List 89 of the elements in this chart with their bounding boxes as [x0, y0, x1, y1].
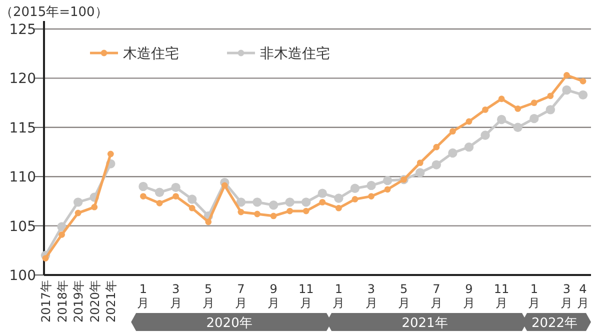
point [42, 255, 49, 262]
point [416, 160, 424, 166]
legend-label: 木造住宅 [123, 46, 179, 62]
point [513, 122, 522, 132]
x-tick-label: 1月 [137, 282, 150, 310]
point [318, 188, 327, 198]
y-tick-label: 125 [9, 22, 36, 38]
point [482, 106, 488, 113]
y-tick-label: 120 [9, 71, 36, 88]
point [530, 114, 539, 124]
point [285, 198, 294, 207]
point [366, 180, 376, 190]
point [156, 200, 163, 206]
point [302, 208, 310, 214]
point [319, 198, 326, 206]
point [58, 231, 65, 238]
point [187, 194, 197, 204]
point [562, 85, 572, 95]
point [188, 204, 196, 212]
point [107, 150, 114, 158]
x-tick-label: 7月 [234, 282, 247, 310]
x-tick-label: 1月 [528, 282, 540, 310]
point [432, 160, 442, 170]
x-tick-label: 3月 [365, 282, 378, 310]
point [433, 144, 440, 150]
point [221, 182, 228, 189]
point [57, 222, 66, 232]
y-tick-label: 100 [9, 268, 36, 284]
x-tick-label: 2019年 [72, 280, 86, 323]
point [154, 188, 164, 197]
point [74, 210, 82, 216]
y-tick-label: 105 [9, 218, 36, 235]
y-tick-label: 110 [9, 170, 36, 186]
point [73, 198, 83, 207]
x-tick-label: 9月 [268, 282, 280, 310]
legend-label: 非木造住宅 [260, 46, 330, 62]
point [384, 186, 391, 193]
point [334, 194, 344, 203]
point [480, 130, 490, 140]
x-tick-label: 2018年 [55, 280, 70, 323]
point [268, 200, 278, 210]
x-tick-label: 2020年 [88, 280, 102, 323]
point [238, 208, 244, 216]
point [514, 106, 522, 112]
y-tick-label: 115 [9, 120, 36, 136]
text: 2022年 [531, 316, 578, 331]
x-tick-label: 7月 [430, 282, 442, 310]
point [236, 198, 246, 207]
point [530, 100, 538, 106]
point [138, 182, 148, 192]
x-tick-label: 2017年 [39, 280, 53, 323]
point [335, 204, 342, 212]
x-tick-label: 11月 [494, 282, 510, 310]
point [286, 208, 294, 214]
x-tick-label: 11月 [298, 282, 314, 310]
point [448, 148, 458, 158]
point [496, 114, 506, 124]
point [498, 96, 505, 102]
x-tick-label: 4月 [577, 282, 589, 310]
point [466, 118, 472, 125]
point [464, 142, 474, 152]
point [205, 218, 212, 226]
point [91, 204, 98, 210]
point [368, 193, 374, 200]
point [172, 193, 180, 200]
point [416, 168, 425, 178]
x-tick-label: 3月 [170, 282, 182, 310]
point [382, 176, 392, 186]
point [270, 212, 277, 220]
x-tick-label: 9月 [462, 282, 475, 310]
x-tick-label: 5月 [202, 282, 214, 310]
point [302, 198, 311, 207]
point [352, 196, 358, 202]
point [140, 193, 146, 200]
point [449, 128, 456, 135]
x-tick-label: 3月 [560, 282, 573, 310]
point [546, 105, 556, 114]
x-tick-label: 5月 [398, 282, 410, 310]
point [578, 90, 588, 100]
point [171, 182, 180, 192]
x-tick-label: 2021年 [104, 280, 118, 323]
y-axis-title: （2015年=100） [0, 5, 108, 20]
point [254, 210, 260, 218]
point [580, 78, 586, 84]
point [564, 72, 570, 78]
point [252, 198, 262, 207]
point [547, 92, 554, 100]
x-tick-label: 1月 [332, 282, 345, 310]
point [350, 184, 360, 194]
